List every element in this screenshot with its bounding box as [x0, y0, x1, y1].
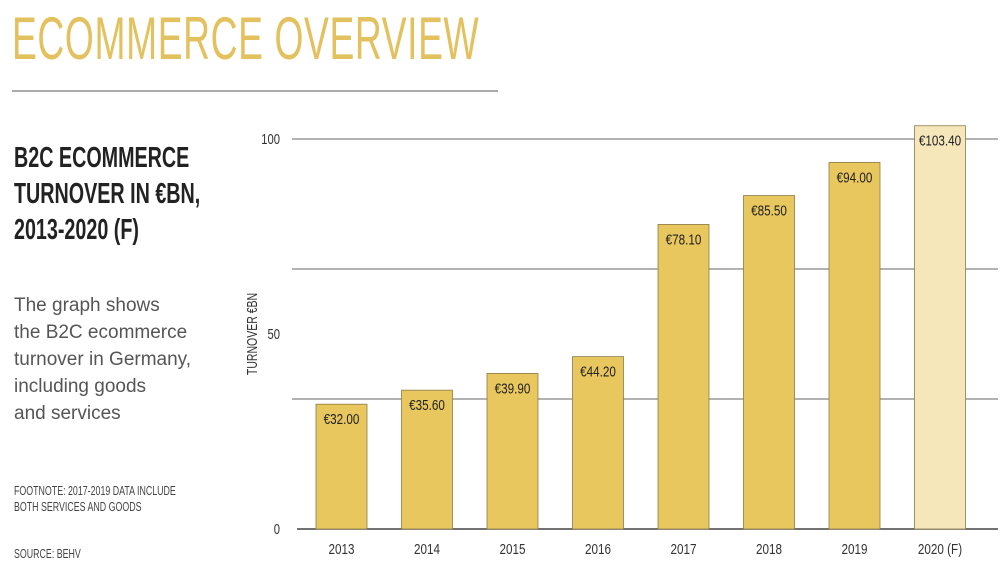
data-label: €94.00	[837, 169, 873, 186]
data-label: €103.40	[919, 132, 961, 149]
bar	[743, 195, 795, 530]
bar	[914, 125, 966, 530]
chart-subtitle: B2C ECOMMERCE TURNOVER IN €BN, 2013-2020…	[14, 140, 200, 248]
x-tick-label: 2018	[756, 541, 782, 558]
bar	[657, 224, 710, 530]
x-tick-label: 2014	[414, 541, 440, 558]
title-divider	[12, 90, 498, 92]
data-label: €39.90	[495, 380, 531, 397]
description-line: The graph shows	[14, 295, 160, 316]
y-tick-label: 50	[267, 325, 280, 342]
footnote-line: FOOTNOTE: 2017-2019 DATA INCLUDE	[14, 483, 176, 498]
description-line: including goods	[14, 376, 147, 397]
x-tick-label: 2016	[585, 541, 611, 558]
subtitle-line: TURNOVER IN €BN,	[14, 178, 201, 210]
x-tick-label: 2020 (F)	[918, 541, 962, 558]
subtitle-line: B2C ECOMMERCE	[14, 142, 190, 174]
description-line: turnover in Germany,	[14, 349, 192, 370]
bar	[828, 161, 881, 530]
footnote: FOOTNOTE: 2017-2019 DATA INCLUDE BOTH SE…	[14, 483, 176, 515]
data-label: €32.00	[324, 411, 360, 428]
page-title: ECOMMERCE OVERVIEW	[12, 5, 480, 72]
bar	[401, 389, 453, 530]
y-axis-label: TURNOVER €BN	[243, 293, 260, 375]
chart-description: The graph shows the B2C ecommerce turnov…	[14, 292, 191, 427]
bar	[486, 372, 539, 530]
source-note: SOURCE: BEHV	[14, 546, 81, 561]
y-tick-label: 0	[274, 520, 280, 537]
data-label: €35.60	[409, 397, 445, 414]
data-label: €44.20	[580, 363, 616, 380]
x-tick-label: 2017	[670, 541, 696, 558]
x-tick-label: 2015	[499, 541, 525, 558]
data-label: €78.10	[666, 231, 702, 248]
bar	[315, 403, 368, 530]
description-line: the B2C ecommerce	[14, 322, 188, 343]
y-tick-label: 100	[261, 130, 280, 147]
footnote-line: BOTH SERVICES AND GOODS	[14, 499, 142, 514]
data-label: €85.50	[751, 202, 787, 219]
x-tick-label: 2013	[328, 541, 354, 558]
x-tick-label: 2019	[841, 541, 867, 558]
bar	[572, 356, 624, 530]
description-line: and services	[14, 403, 121, 424]
subtitle-line: 2013-2020 (F)	[14, 214, 139, 246]
